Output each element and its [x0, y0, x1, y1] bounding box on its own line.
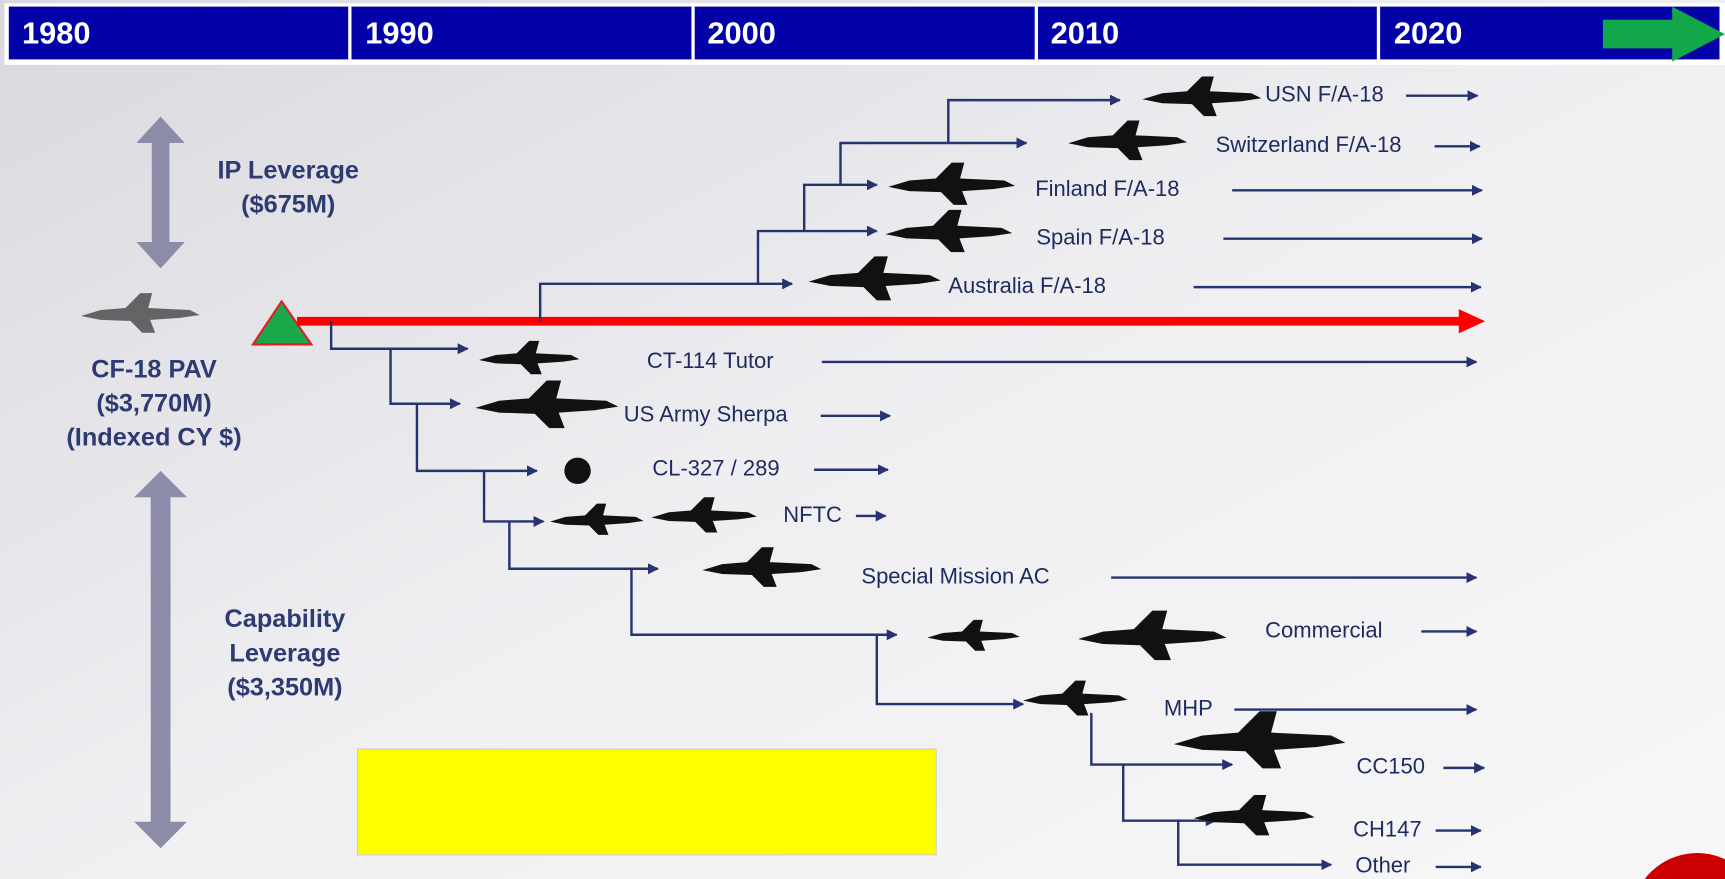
program-label: Spain F/A-18: [1036, 225, 1164, 250]
program-label: Commercial: [1265, 617, 1382, 642]
diagram: USN F/A-18 Switzerland F/A-18 Finland F/A-…: [0, 0, 1725, 879]
program-label: Other: [1355, 853, 1410, 878]
ip-leverage-label: ($675M): [241, 190, 335, 218]
timeline-bar: [9, 7, 1720, 60]
background: [0, 0, 1725, 879]
ip-leverage-label: IP Leverage: [217, 156, 359, 184]
program-label: US Army Sherpa: [624, 402, 789, 427]
baseline-label: (Indexed CY $): [66, 424, 241, 452]
program-label: Finland F/A-18: [1035, 176, 1179, 201]
year-label: 1980: [22, 15, 91, 50]
capability-leverage-label: Leverage: [229, 639, 340, 667]
program-label: CL-327 / 289: [652, 456, 779, 481]
program-label: CC150: [1356, 754, 1424, 779]
program-label: NFTC: [783, 502, 842, 527]
year-label: 2000: [707, 15, 776, 50]
capability-leverage-label: Capability: [224, 605, 345, 633]
program-label: Australia F/A-18: [948, 273, 1106, 298]
program-label: Switzerland F/A-18: [1216, 132, 1402, 157]
page: USN F/A-18 Switzerland F/A-18 Finland F/A-…: [0, 0, 1725, 879]
program-label: CH147: [1353, 816, 1421, 841]
year-label: 1990: [365, 15, 434, 50]
year-label: 2020: [1394, 15, 1463, 50]
program-label: MHP: [1164, 695, 1213, 720]
capability-leverage-label: ($3,350M): [227, 673, 342, 701]
program-label: Special Mission AC: [861, 563, 1049, 588]
year-label: 2010: [1051, 15, 1120, 50]
program-label: CT-114 Tutor: [647, 348, 774, 373]
baseline-label: ($3,770M): [96, 390, 211, 418]
callout-box: [358, 749, 937, 855]
program-label: USN F/A-18: [1265, 82, 1384, 107]
baseline-label: CF-18 PAV: [91, 355, 217, 383]
